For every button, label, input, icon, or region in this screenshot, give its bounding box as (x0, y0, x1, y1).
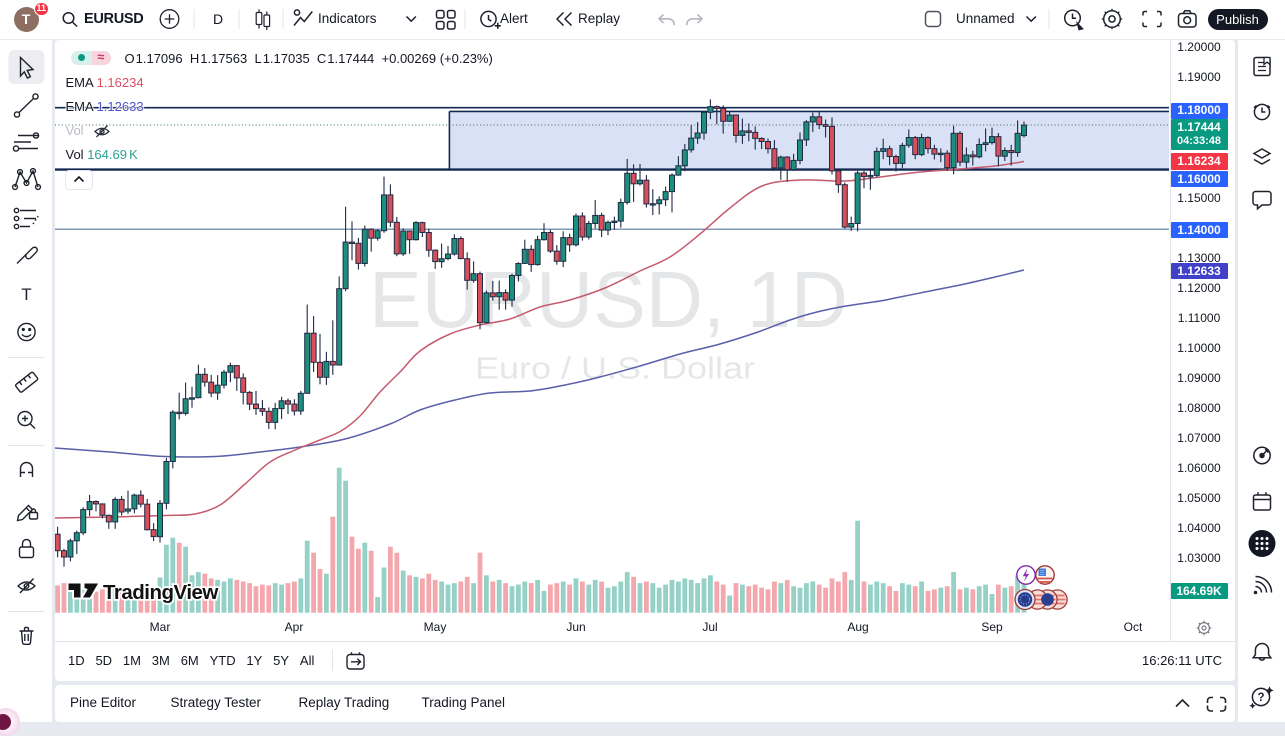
svg-text:?: ? (1257, 692, 1264, 704)
svg-text:T: T (21, 285, 31, 304)
svg-text:TradingView: TradingView (103, 581, 218, 604)
svg-text:Euro / U.S. Dollar: Euro / U.S. Dollar (475, 351, 755, 386)
svg-text:EURUSD, 1D: EURUSD, 1D (369, 255, 848, 344)
